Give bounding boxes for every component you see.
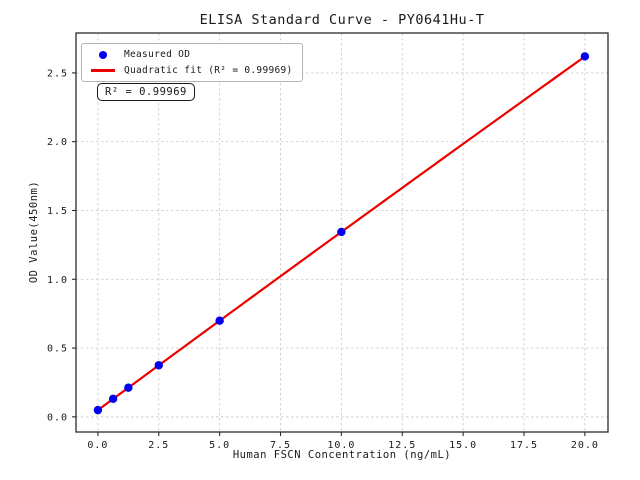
x-tick-label: 15.0	[449, 440, 477, 451]
y-tick-label: 0.0	[47, 412, 68, 423]
data-point	[215, 316, 224, 325]
x-tick-label: 5.0	[209, 440, 230, 451]
legend-label-quadratic-fit: Quadratic fit (R² = 0.99969)	[124, 65, 293, 76]
y-axis-label: OD Value(450nm)	[28, 180, 40, 284]
data-point	[154, 361, 163, 370]
y-tick-label: 2.0	[47, 137, 68, 148]
legend: Measured OD Quadratic fit (R² = 0.99969)	[81, 43, 303, 82]
fit-line-swatch	[91, 69, 115, 72]
plot-border	[75, 32, 609, 433]
y-tick-label: 1.5	[47, 206, 68, 217]
y-tick-label: 1.0	[47, 275, 68, 286]
data-point	[580, 52, 590, 61]
data-point	[108, 394, 118, 404]
data-point	[337, 227, 346, 237]
x-tick-label: 0.0	[87, 440, 108, 451]
legend-item-measured-od: Measured OD	[90, 48, 293, 61]
legend-label-measured-od: Measured OD	[124, 49, 191, 60]
r-squared-annotation: R² = 0.99969	[97, 83, 195, 101]
x-tick-label: 10.0	[327, 440, 355, 451]
x-tick-label: 17.5	[510, 440, 538, 451]
x-tick-label: 20.0	[571, 440, 599, 451]
chart-title: ELISA Standard Curve - PY0641Hu-T	[199, 12, 485, 28]
x-tick-label: 12.5	[388, 440, 416, 451]
data-point	[93, 405, 103, 415]
scatter-marker-swatch	[99, 50, 107, 59]
y-tick-label: 0.5	[47, 344, 68, 355]
legend-handle	[90, 50, 116, 59]
data-point	[124, 383, 133, 392]
x-tick-label: 2.5	[148, 440, 169, 451]
x-axis-label: Human FSCN Concentration (ng/mL)	[232, 449, 452, 461]
y-tick-label: 2.5	[47, 68, 68, 79]
legend-item-quadratic-fit: Quadratic fit (R² = 0.99969)	[90, 64, 293, 77]
legend-handle	[90, 69, 116, 72]
x-tick-label: 7.5	[270, 440, 291, 451]
